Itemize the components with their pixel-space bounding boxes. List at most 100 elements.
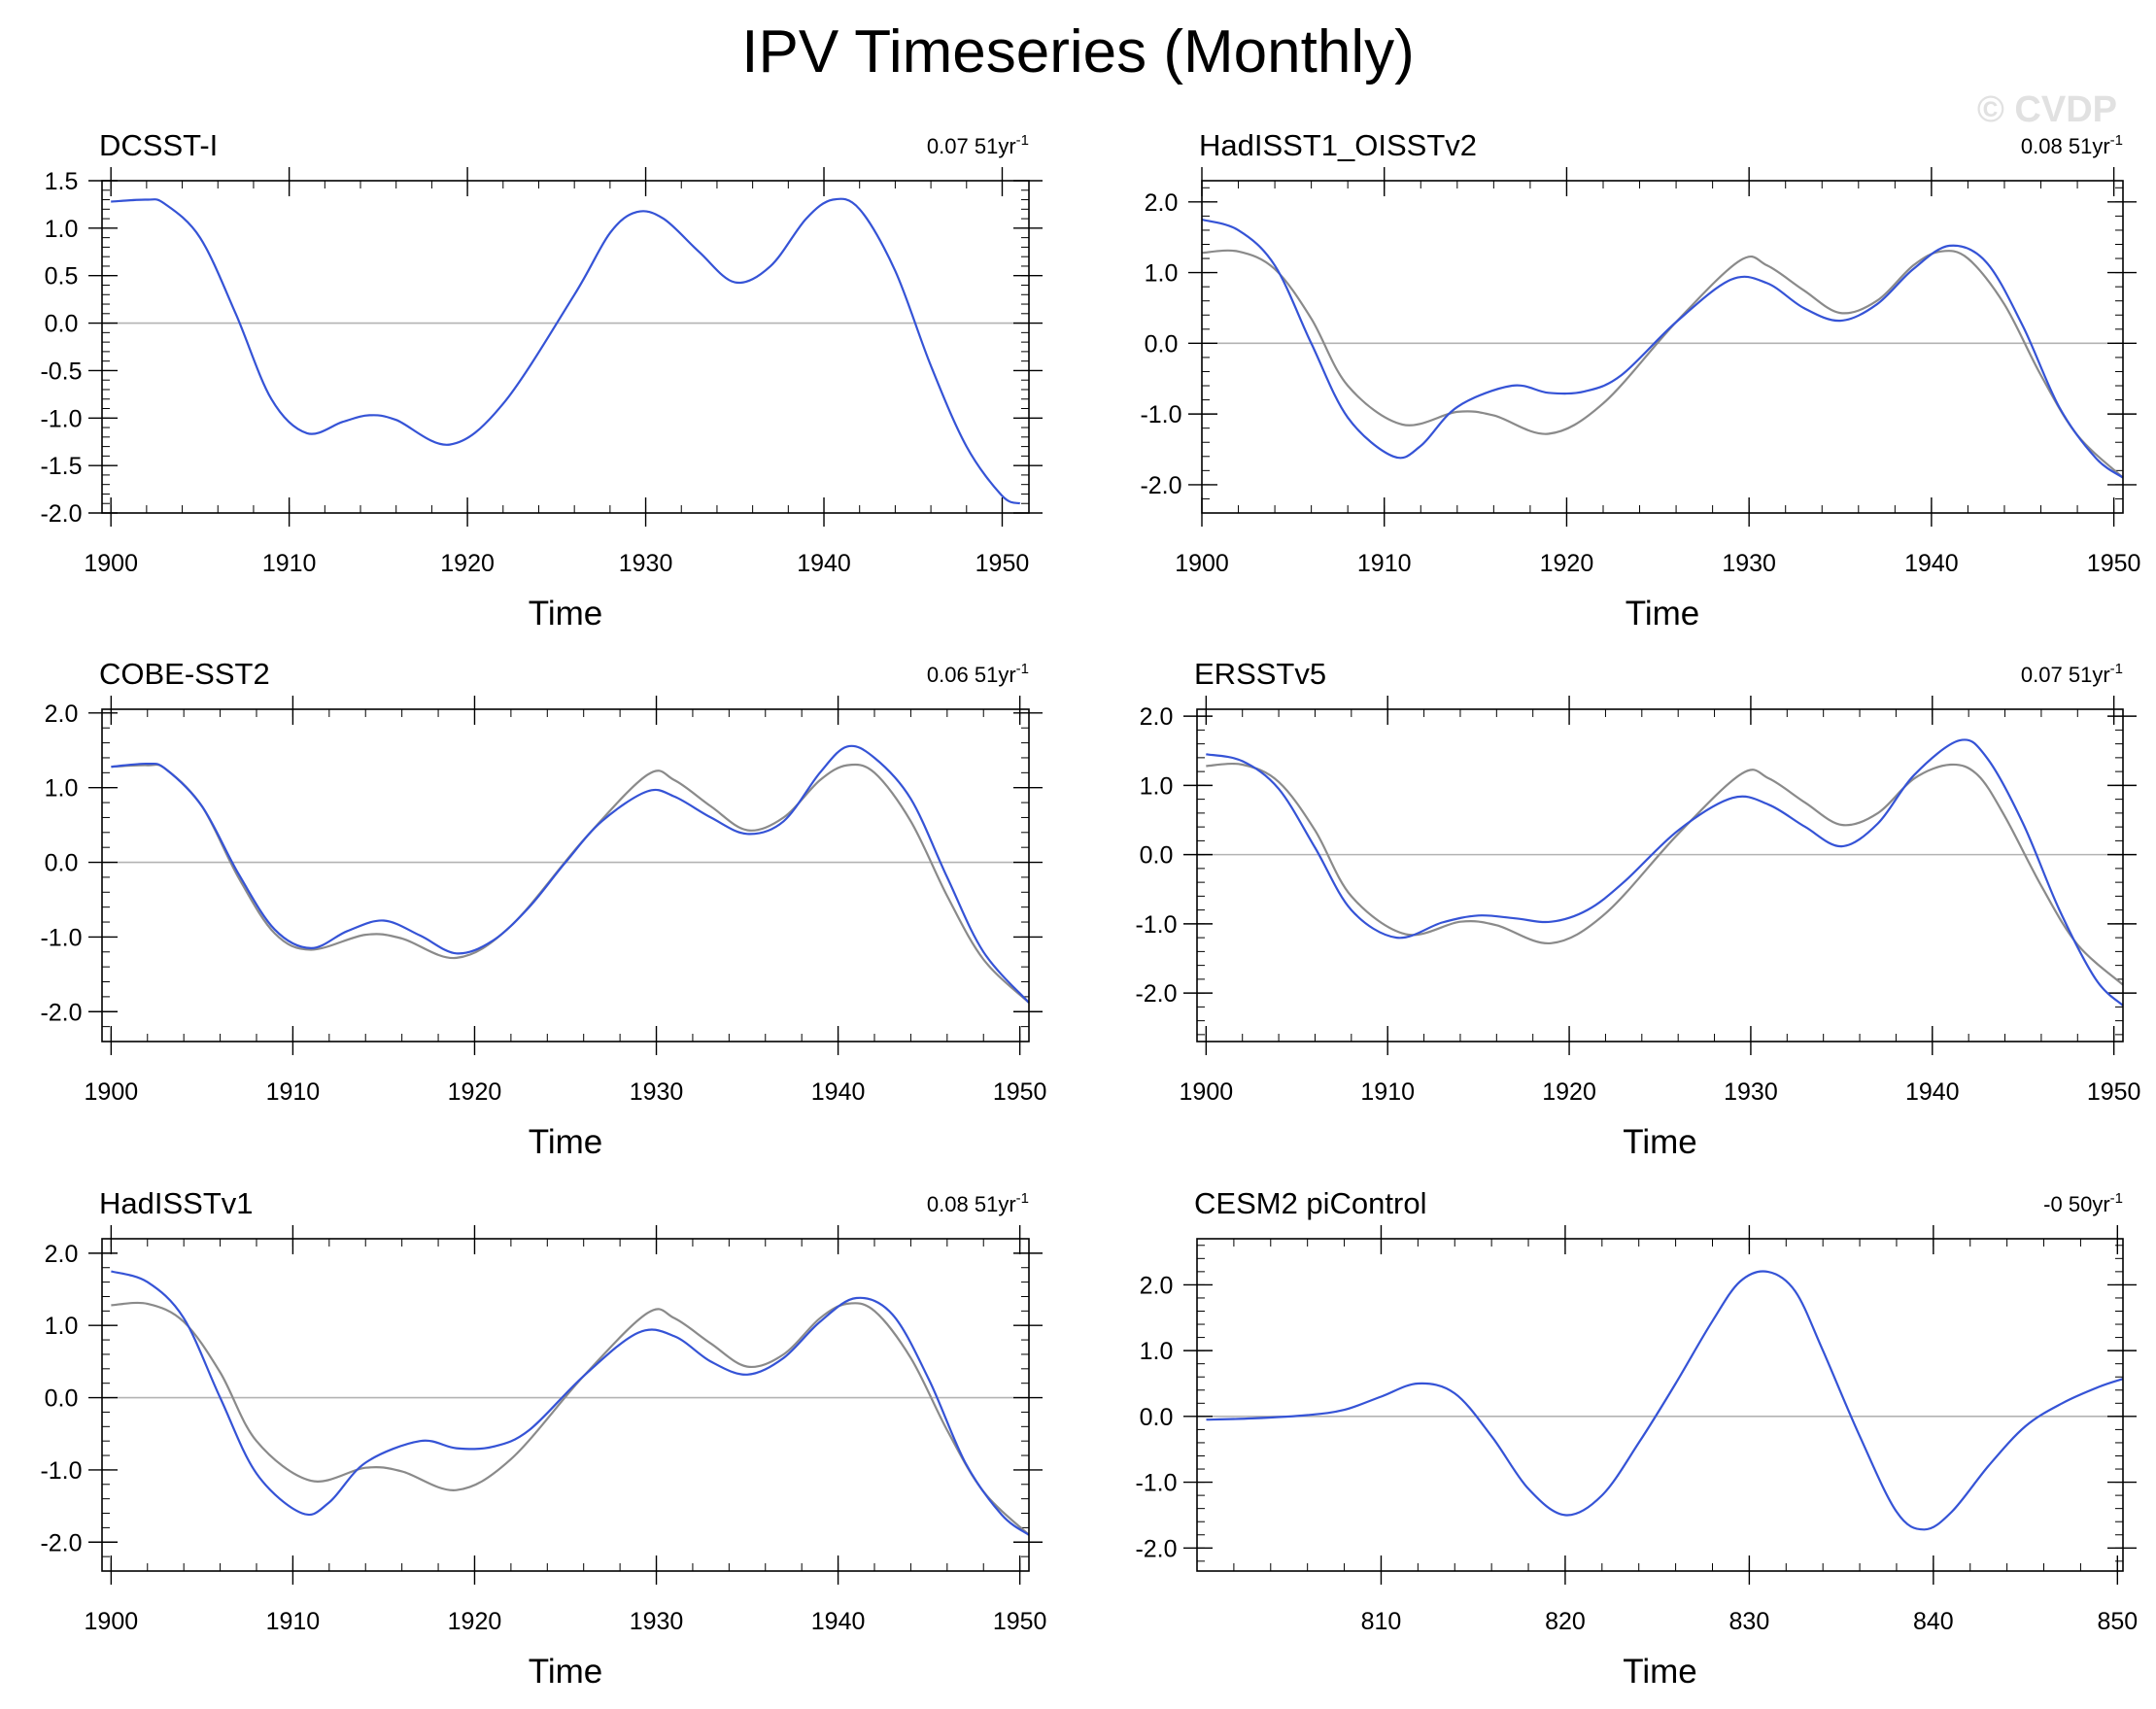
- x-axis-title: Time: [529, 1653, 602, 1691]
- x-tick-label: 1940: [1905, 1078, 1960, 1106]
- trend-value: 0.08 51yr: [927, 1192, 1016, 1216]
- y-tick-label: 1.0: [45, 1313, 79, 1340]
- trend-label: 0.06 51yr-1: [927, 661, 1029, 687]
- y-tick-label: -1.0: [1135, 911, 1177, 939]
- trend-value: 0.07 51yr: [927, 134, 1016, 158]
- model-series-line: [111, 1270, 1030, 1536]
- x-axis-title: Time: [529, 595, 602, 632]
- y-tick-label: -2.0: [1140, 472, 1181, 499]
- y-tick-label: 2.0: [45, 1241, 79, 1268]
- y-tick-label: -2.0: [1135, 980, 1177, 1008]
- x-tick-label: 1930: [1722, 550, 1776, 577]
- x-tick-label: 1950: [2087, 550, 2141, 577]
- reference-series-line: [1201, 249, 2124, 479]
- trend-exponent: -1: [1016, 132, 1029, 149]
- x-tick-label: 1900: [85, 1078, 139, 1106]
- x-tick-label: 1900: [1180, 1078, 1234, 1106]
- y-tick-label: -0.5: [40, 358, 82, 385]
- trend-exponent: -1: [2110, 1190, 2123, 1207]
- x-tick-label: 1910: [266, 1608, 321, 1635]
- plot-frame: [1201, 180, 2124, 514]
- watermark: © CVDP: [1976, 89, 2117, 130]
- x-axis-title: Time: [1623, 1653, 1696, 1691]
- x-tick-label: 1900: [84, 550, 138, 577]
- y-tick-label: 0.0: [45, 850, 79, 877]
- y-tick-label: 0.0: [1140, 842, 1174, 870]
- x-tick-label: 820: [1545, 1608, 1586, 1635]
- trend-label: 0.08 51yr-1: [2021, 132, 2123, 158]
- x-tick-label: 1950: [975, 550, 1030, 577]
- x-tick-label: 1930: [630, 1608, 684, 1635]
- panel-4: ERSSTv5 0.07 51yr-1 -2.0 -1.0 0.0 1.0 2.0 1900 1…: [1135, 657, 2140, 1161]
- trend-exponent: -1: [2110, 661, 2123, 677]
- trend-exponent: -1: [1016, 661, 1029, 677]
- y-tick-label: -2.0: [40, 500, 82, 528]
- y-tick-label: -1.0: [40, 1457, 82, 1485]
- panel-title: ERSSTv5: [1194, 657, 1326, 691]
- y-tick-label: 2.0: [1145, 189, 1179, 217]
- plot-frame: [101, 1238, 1030, 1572]
- x-tick-label: 1930: [619, 550, 673, 577]
- y-tick-label: 1.0: [1140, 1338, 1174, 1365]
- y-tick-label: 0.0: [1145, 330, 1179, 358]
- x-tick-label: 1950: [2087, 1078, 2141, 1106]
- y-tick-label: -2.0: [40, 999, 82, 1026]
- panel-title: CESM2 piControl: [1194, 1186, 1426, 1220]
- panel-3: COBE-SST2 0.06 51yr-1 -2.0 -1.0 0.0 1.0 2.0 190…: [40, 657, 1046, 1161]
- x-tick-label: 1920: [448, 1608, 502, 1635]
- x-tick-label: 1950: [993, 1608, 1047, 1635]
- x-tick-label: 1930: [1724, 1078, 1778, 1106]
- y-tick-label: 0.0: [45, 311, 79, 338]
- y-tick-label: 0.5: [45, 263, 79, 291]
- panel-6: CESM2 piControl -0 50yr-1 -2.0 -1.0 0.0 1.0 2.…: [1135, 1186, 2138, 1691]
- y-tick-label: 1.0: [45, 216, 79, 243]
- y-tick-label: 0.0: [1140, 1404, 1174, 1431]
- y-tick-label: 1.0: [45, 775, 79, 803]
- x-tick-label: 1940: [811, 1078, 866, 1106]
- panel-5: HadISSTv1 0.08 51yr-1 -2.0 -1.0 0.0 1.0 2.0 190…: [40, 1186, 1046, 1691]
- plot-frame: [101, 708, 1030, 1042]
- x-tick-label: 1940: [811, 1608, 866, 1635]
- y-tick-label: 1.0: [1140, 772, 1174, 800]
- x-tick-label: 1940: [797, 550, 851, 577]
- y-tick-label: 2.0: [1140, 1272, 1174, 1299]
- x-tick-label: 1920: [440, 550, 495, 577]
- x-tick-label: 1940: [1904, 550, 1959, 577]
- x-tick-label: 1910: [1360, 1078, 1415, 1106]
- x-tick-label: 1910: [262, 550, 317, 577]
- x-tick-label: 850: [2097, 1608, 2138, 1635]
- panel-title: HadISSTv1: [99, 1186, 254, 1220]
- panel-title: COBE-SST2: [99, 657, 270, 691]
- y-tick-label: -1.0: [40, 405, 82, 432]
- trend-label: -0 50yr-1: [2043, 1190, 2123, 1216]
- x-tick-label: 1900: [1175, 550, 1229, 577]
- x-tick-label: 1930: [630, 1078, 684, 1106]
- panel-title: HadISST1_OISSTv2: [1199, 128, 1477, 162]
- x-tick-label: 1910: [266, 1078, 321, 1106]
- reference-series-line: [1206, 762, 2124, 986]
- trend-label: 0.07 51yr-1: [927, 132, 1029, 158]
- x-tick-label: 830: [1729, 1608, 1770, 1635]
- model-series-line: [111, 197, 1021, 505]
- x-tick-label: 1920: [1540, 550, 1594, 577]
- trend-exponent: -1: [2110, 132, 2123, 149]
- trend-exponent: -1: [1016, 1190, 1029, 1207]
- panel-title: DCSST-I: [99, 128, 218, 162]
- trend-label: 0.08 51yr-1: [927, 1190, 1029, 1216]
- trend-value: -0 50yr: [2043, 1192, 2109, 1216]
- x-tick-label: 810: [1361, 1608, 1402, 1635]
- x-axis-title: Time: [1626, 595, 1699, 632]
- plot-frame: [1196, 708, 2124, 1042]
- y-tick-label: 1.0: [1145, 260, 1179, 288]
- model-series-line: [1201, 218, 2124, 479]
- trend-value: 0.08 51yr: [2021, 134, 2110, 158]
- y-tick-label: -2.0: [1135, 1535, 1177, 1562]
- x-tick-label: 1900: [85, 1608, 139, 1635]
- x-axis-title: Time: [1623, 1123, 1696, 1161]
- y-tick-label: 0.0: [45, 1385, 79, 1413]
- y-tick-label: -1.5: [40, 453, 82, 480]
- x-tick-label: 840: [1913, 1608, 1954, 1635]
- model-series-line: [1206, 738, 2124, 1007]
- x-tick-label: 1910: [1357, 550, 1412, 577]
